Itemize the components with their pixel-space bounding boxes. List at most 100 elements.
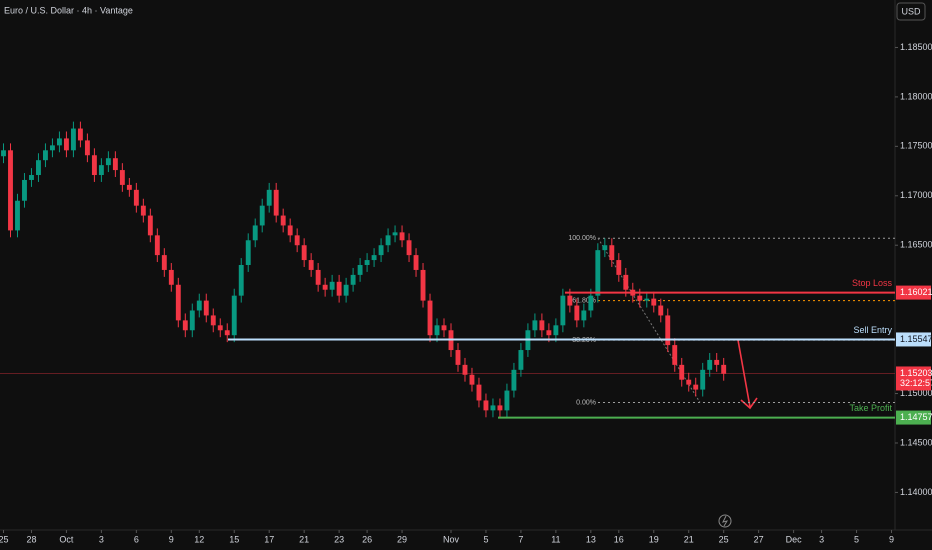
last-price: 1.15203 — [900, 368, 932, 378]
level-price: 1.14757 — [900, 412, 932, 422]
candle-body — [476, 384, 482, 401]
candle-body — [147, 215, 153, 236]
candle-body — [385, 235, 391, 246]
candle-body — [63, 138, 69, 151]
candle-body — [483, 400, 489, 411]
candle-body — [721, 364, 727, 374]
candle-body — [371, 255, 377, 261]
candle-body — [665, 315, 671, 346]
x-tick-label: 5 — [483, 534, 488, 544]
currency-button[interactable] — [896, 2, 926, 21]
chart-title: Euro / U.S. Dollar · 4h · Vantage — [4, 5, 133, 15]
candle-body — [581, 310, 587, 321]
candle-body — [301, 245, 307, 261]
candle-body — [56, 138, 62, 146]
candle-body — [217, 325, 223, 331]
candle-body — [350, 274, 356, 285]
candle-body — [364, 260, 370, 265]
y-tick-label: 1.16500 — [900, 240, 932, 250]
x-tick-label: 26 — [362, 534, 372, 544]
x-tick-label: 15 — [229, 534, 239, 544]
level-name: Take Profit — [849, 403, 892, 413]
candle-body — [651, 298, 657, 306]
candle-body — [434, 325, 440, 336]
candle-body — [455, 350, 461, 365]
candle-body — [315, 269, 321, 285]
x-tick-label: 21 — [684, 534, 694, 544]
x-tick-label: 9 — [889, 534, 894, 544]
candle-body — [140, 205, 146, 216]
candle-body — [490, 405, 496, 411]
candle-body — [462, 364, 468, 375]
candle-body — [322, 284, 328, 290]
candle-body — [602, 245, 608, 251]
candle-body — [8, 150, 13, 231]
x-tick-label: 28 — [26, 534, 36, 544]
candle-body — [378, 245, 384, 256]
candle-body — [259, 205, 265, 226]
x-tick-label: 21 — [299, 534, 309, 544]
candle-body — [308, 260, 314, 270]
y-tick-label: 1.18000 — [900, 91, 932, 101]
level-price-box — [896, 285, 931, 300]
candle-body — [294, 235, 300, 246]
x-tick-label: 16 — [614, 534, 624, 544]
candle-body — [567, 295, 573, 306]
candle-body — [84, 140, 90, 156]
candle-body — [245, 240, 251, 265]
candle-body — [637, 295, 643, 301]
x-tick-label: 25 — [719, 534, 729, 544]
candle-body — [658, 305, 664, 316]
candle-body — [182, 320, 188, 331]
candle-body — [287, 225, 293, 236]
x-tick-label: 11 — [551, 534, 560, 544]
icon[interactable] — [718, 514, 732, 528]
candle-body — [504, 390, 510, 411]
candle-body — [252, 225, 258, 241]
currency[interactable]: USD — [901, 6, 921, 16]
candle-body — [189, 310, 195, 331]
x-tick-label: 3 — [99, 534, 104, 544]
candle-body — [420, 269, 426, 301]
candle-body — [15, 200, 20, 231]
candle-body — [707, 359, 713, 370]
fib-label: 61.80% — [572, 297, 596, 304]
candle-body — [105, 158, 111, 166]
fib-label: 38.20% — [572, 337, 596, 344]
candle-body — [161, 255, 167, 270]
candle-body — [714, 359, 720, 365]
candle-body — [329, 281, 335, 290]
candle-body — [29, 175, 34, 180]
x-tick-label: 7 — [518, 534, 523, 544]
candle-body — [532, 320, 538, 331]
fib-label: 0.00% — [576, 399, 596, 406]
candle-body — [700, 369, 706, 390]
candle-body — [119, 170, 125, 185]
candle-body — [77, 128, 83, 141]
candle-body — [196, 300, 202, 311]
fib-label: 100.00% — [568, 235, 596, 242]
candle-body — [336, 281, 342, 296]
candle-body — [609, 245, 615, 261]
x-tick-label: 13 — [586, 534, 596, 544]
candle-body — [644, 298, 650, 301]
x-tick-label: 17 — [264, 534, 274, 544]
x-tick-label: 12 — [194, 534, 204, 544]
y-tick-label: 1.14000 — [900, 487, 932, 497]
candle-body — [154, 235, 160, 256]
candle-body — [588, 295, 594, 311]
icon-bolt — [722, 515, 729, 527]
candle-body — [560, 295, 566, 326]
last-price-box — [896, 366, 931, 391]
candle-body — [574, 305, 580, 321]
candle-body — [497, 405, 503, 411]
level-price: 1.16021 — [900, 287, 932, 297]
candle-body — [70, 128, 76, 151]
x-tick-label: 27 — [754, 534, 764, 544]
candle-body — [441, 325, 447, 331]
x-tick-label: 19 — [649, 534, 659, 544]
candle-body — [399, 232, 405, 241]
x-tick-label: Dec — [786, 534, 803, 544]
